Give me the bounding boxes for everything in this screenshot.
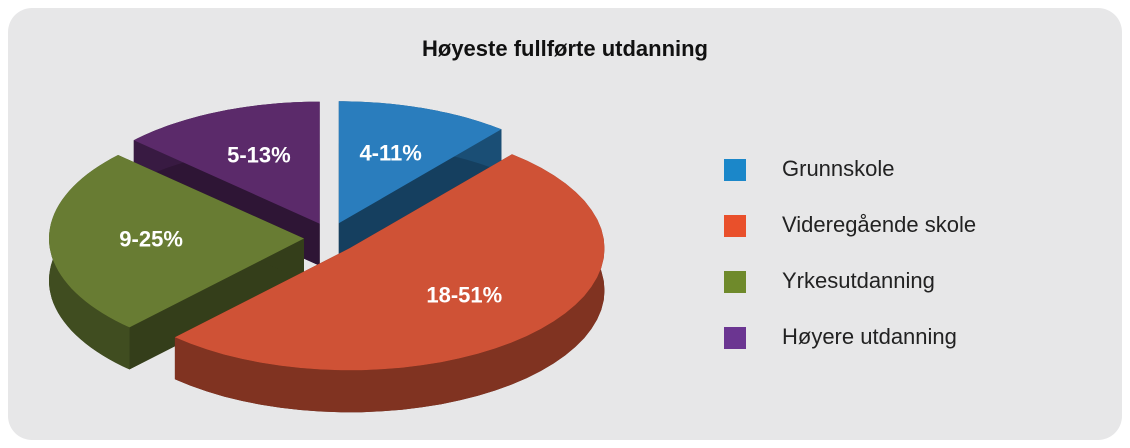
data-label: 18-51% [426, 283, 502, 308]
data-label: 5-13% [227, 142, 291, 167]
slice [49, 155, 304, 370]
data-label: 4-11% [359, 140, 421, 165]
legend-label: Høyere utdanning [782, 324, 957, 349]
slice-radial-wall [129, 238, 304, 370]
slice-outer-wall [174, 154, 605, 413]
slice [49, 155, 304, 328]
legend-swatch [724, 215, 746, 237]
chart-title: Høyeste fullførte utdanning [422, 36, 708, 61]
legend-label: Yrkesutdanning [782, 268, 935, 293]
slice [133, 101, 320, 224]
legend-label: Grunnskole [782, 156, 895, 181]
data-label: 9-25% [119, 227, 183, 252]
slice [174, 154, 605, 413]
slice [174, 154, 605, 371]
legend-swatch [724, 327, 746, 349]
legend-swatch [724, 159, 746, 181]
legend-label: Videregående skole [782, 212, 976, 237]
slice [338, 101, 502, 224]
legend-swatch [724, 271, 746, 293]
